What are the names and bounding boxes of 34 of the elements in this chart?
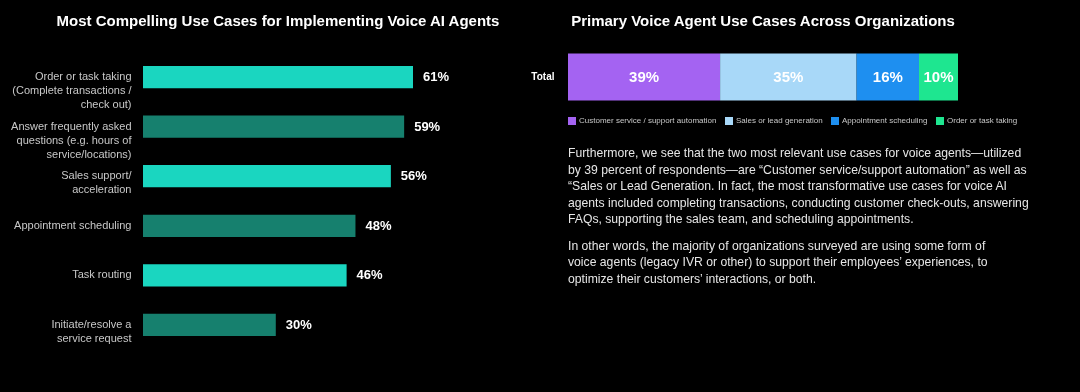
bar	[568, 53, 721, 101]
bar	[143, 214, 356, 237]
y-tick-label: Initiate/resolve a service request	[51, 317, 133, 344]
legend-label: Appointment scheduling	[842, 116, 928, 125]
chart-title: Most Compelling Use Cases for Implementing Voice AI Agents	[56, 12, 500, 29]
legend-label: Customer service / support automation	[579, 116, 717, 125]
data-label: 16%	[872, 68, 903, 85]
data-label: 10%	[923, 68, 954, 85]
legend-label: Sales or lead generation	[736, 116, 823, 125]
bar	[720, 53, 857, 101]
bar	[143, 264, 347, 287]
bar	[143, 65, 413, 89]
text: In other words, the majority of organizations surveyed are using some form of voice agents (legacy IVR or other) to support their employees’ experiences, to optimize their customers’ interactions, or both.	[568, 238, 988, 286]
bar	[143, 313, 276, 337]
bar	[143, 115, 405, 138]
data-label: 39%	[629, 68, 660, 85]
legend-label: Order or task taking	[947, 116, 1018, 125]
data-label: 46%	[356, 267, 384, 283]
y-tick-label: Order or task taking (Complete transactions / check out)	[12, 70, 133, 111]
chart-title: Primary Voice Agent Use Cases Across Organizations	[571, 12, 955, 29]
y-tick-label: Appointment scheduling	[14, 218, 132, 231]
y-tick-label: Task routing	[72, 268, 132, 281]
y-tick-label: Sales support/ acceleration	[61, 169, 133, 196]
data-label: 30%	[285, 316, 313, 332]
bar	[856, 53, 919, 101]
data-label: 59%	[414, 118, 441, 134]
y-tick-label: Answer frequently asked questions (e.g. hours of service/locations)	[11, 119, 133, 160]
data-label: 48%	[365, 217, 392, 233]
data-label: 35%	[773, 68, 804, 85]
bar	[143, 165, 391, 188]
data-label: 61%	[423, 69, 450, 85]
data-label: 56%	[400, 168, 428, 184]
y-tick-label: Total	[531, 71, 555, 82]
text: Furthermore, we see that the two most relevant use cases for voice agents—utilized by 39 percent of respondents—are “Customer service/support automation” as well as “Sales or Lead Generation. In fact, the most transformative use cases for voice AI agents included completing transactions, conducting customer check-outs, answering FAQs, supporting the sales team, and scheduling appointments.	[568, 146, 1029, 226]
